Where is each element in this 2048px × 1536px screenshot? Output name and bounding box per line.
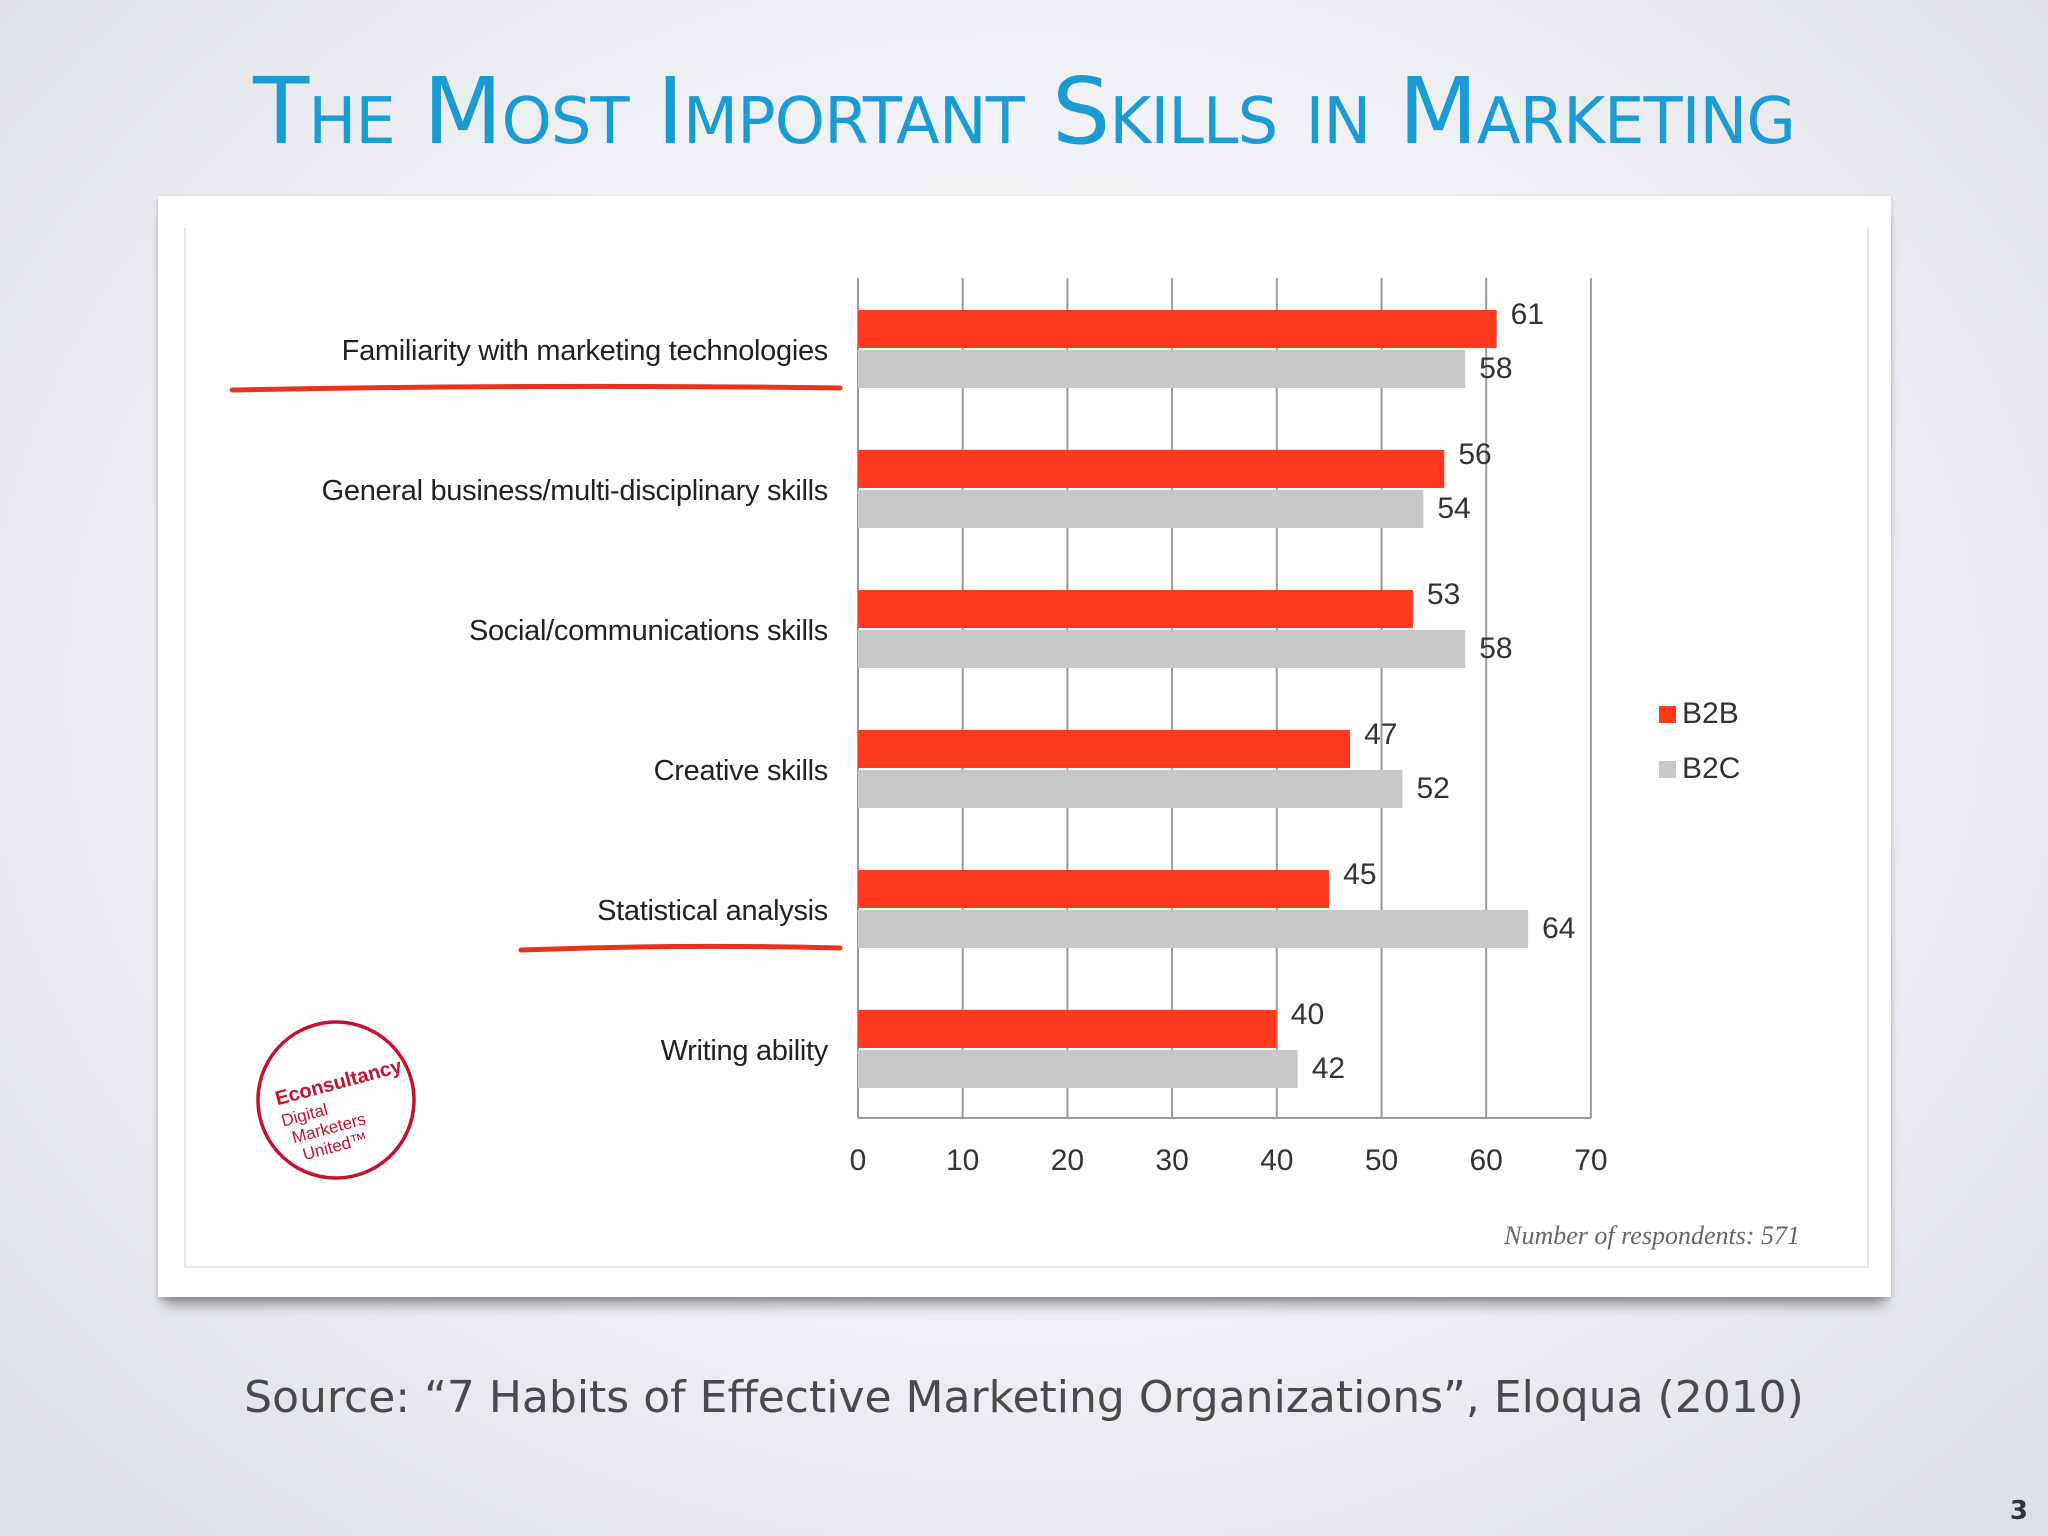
x-tick-label: 60 — [1470, 1144, 1503, 1177]
value-label-b2b: 45 — [1343, 858, 1376, 891]
category-label: Writing ability — [661, 1035, 829, 1067]
x-tick-label: 30 — [1155, 1144, 1188, 1177]
bar-b2c — [858, 1050, 1298, 1088]
x-tick-label: 0 — [850, 1144, 867, 1177]
legend-label-b2c: B2C — [1682, 752, 1740, 785]
value-label-b2c: 58 — [1479, 352, 1512, 385]
legend-swatch-b2c — [1659, 761, 1676, 778]
legend-swatch-b2b — [1659, 706, 1676, 723]
value-labels: 61 58 56 54 53 58 47 52 45 64 40 42 — [1291, 298, 1576, 1085]
value-label-b2c: 54 — [1437, 492, 1470, 525]
bar-b2b — [858, 870, 1330, 908]
x-tick-label: 20 — [1051, 1144, 1084, 1177]
value-label-b2c: 52 — [1416, 772, 1449, 805]
x-axis-ticks: 0 10 20 30 40 50 60 70 — [850, 1144, 1608, 1177]
category-label: Statistical analysis — [597, 895, 828, 927]
x-tick-label: 70 — [1574, 1144, 1607, 1177]
category-label: General business/multi-disciplinary skil… — [322, 475, 828, 507]
highlight-underline — [229, 383, 843, 393]
x-tick-label: 10 — [946, 1144, 979, 1177]
value-label-b2b: 61 — [1511, 298, 1544, 331]
bar-b2b — [858, 730, 1351, 768]
bar-b2c — [858, 630, 1466, 668]
value-label-b2c: 64 — [1542, 912, 1575, 945]
svg-text:Econsultancy: Econsultancy — [273, 1055, 405, 1110]
bar-b2b — [858, 590, 1413, 628]
value-label-b2c: 42 — [1312, 1052, 1345, 1085]
x-tick-label: 40 — [1260, 1144, 1293, 1177]
value-label-b2b: 56 — [1458, 438, 1491, 471]
chart-card: 61 58 56 54 53 58 47 52 45 64 40 42 Familiarity wit… — [158, 196, 1891, 1297]
category-label: Familiarity with marketing technologies — [342, 335, 828, 367]
bars — [858, 310, 1529, 1088]
value-label-b2b: 53 — [1427, 578, 1460, 611]
category-label: Creative skills — [654, 755, 828, 787]
page-number: 3 — [2009, 1496, 2028, 1526]
bar-b2c — [858, 350, 1466, 388]
bar-b2c — [858, 910, 1529, 948]
x-tick-label: 50 — [1365, 1144, 1398, 1177]
bar-b2c — [858, 770, 1403, 808]
value-label-b2b: 40 — [1291, 998, 1324, 1031]
bar-b2c — [858, 490, 1424, 528]
bar-b2b — [858, 310, 1497, 348]
value-label-b2b: 47 — [1364, 718, 1397, 751]
grid — [857, 278, 1592, 1119]
category-label: Social/communications skills — [469, 615, 828, 647]
bar-b2b — [858, 450, 1445, 488]
chart-frame — [184, 228, 1869, 1268]
econsultancy-logo-stamp: Econsultancy Digital Marketers United™ — [256, 1020, 416, 1180]
bar-chart: 61 58 56 54 53 58 47 52 45 64 40 42 Familiarity wit… — [229, 278, 1800, 1250]
legend-label-b2b: B2B — [1682, 697, 1739, 730]
bar-b2b — [858, 1010, 1277, 1048]
legend: B2B B2C — [1659, 697, 1740, 785]
source-citation: Source: “7 Habits of Effective Marketing… — [244, 1372, 1804, 1423]
value-label-b2c: 58 — [1479, 632, 1512, 665]
respondents-note: Number of respondents: 571 — [1503, 1221, 1800, 1250]
slide-title: The Most Important Skills in Marketing — [253, 58, 1796, 165]
category-labels: Familiarity with marketing technologies G… — [229, 335, 843, 1067]
highlight-underline — [518, 943, 843, 953]
